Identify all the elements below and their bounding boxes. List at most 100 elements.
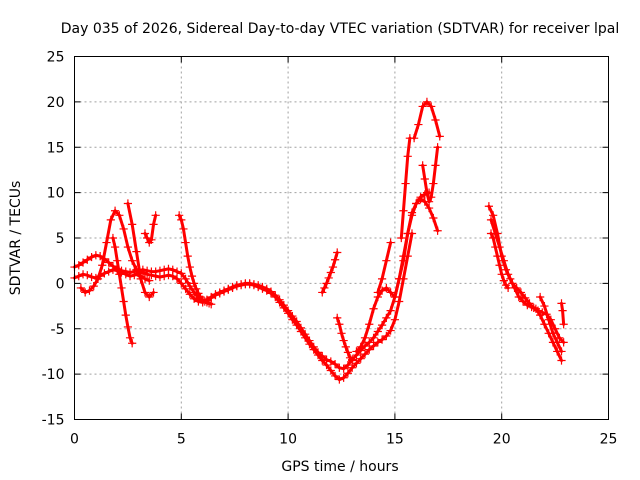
x-tick-label: 20 bbox=[493, 432, 511, 448]
x-tick-label: 25 bbox=[600, 432, 618, 448]
series-arc-4 bbox=[108, 233, 137, 348]
data-trace bbox=[406, 231, 414, 258]
data-trace bbox=[134, 250, 143, 281]
chart-title: Day 035 of 2026, Sidereal Day-to-day VTE… bbox=[61, 21, 619, 37]
data-trace bbox=[547, 318, 555, 335]
data-trace bbox=[207, 301, 213, 306]
data-trace bbox=[495, 254, 502, 267]
data-trace bbox=[122, 227, 130, 249]
series-arc-11 bbox=[373, 238, 395, 297]
data-trace bbox=[389, 295, 397, 313]
data-trace bbox=[130, 259, 138, 272]
y-tick-label: -5 bbox=[51, 322, 65, 338]
series-arc-7 bbox=[175, 211, 216, 309]
series-arc-13 bbox=[410, 97, 444, 143]
data-trace bbox=[553, 327, 561, 340]
data-trace bbox=[412, 123, 420, 140]
data-trace bbox=[119, 286, 126, 304]
data-trace bbox=[551, 331, 559, 344]
data-trace bbox=[105, 218, 113, 245]
data-trace bbox=[542, 322, 551, 335]
data-trace bbox=[117, 272, 123, 290]
x-tick-label: 5 bbox=[177, 432, 186, 448]
data-trace bbox=[147, 290, 156, 299]
data-trace bbox=[555, 349, 564, 363]
data-trace bbox=[406, 211, 414, 235]
data-trace bbox=[401, 182, 408, 213]
data-trace bbox=[401, 231, 410, 263]
data-trace bbox=[493, 245, 499, 258]
data-trace bbox=[333, 251, 339, 262]
y-tick-label: 15 bbox=[47, 140, 65, 156]
data-trace bbox=[491, 213, 499, 235]
data-trace bbox=[143, 277, 151, 283]
data-trace bbox=[117, 213, 126, 231]
data-trace bbox=[433, 118, 442, 138]
data-trace bbox=[431, 216, 440, 233]
data-trace bbox=[399, 209, 405, 240]
data-trace bbox=[359, 336, 367, 349]
y-tick-label: 25 bbox=[47, 50, 65, 66]
series-arc-5 bbox=[123, 199, 158, 302]
data-trace bbox=[139, 277, 147, 294]
data-trace bbox=[423, 177, 429, 195]
data-trace bbox=[363, 322, 371, 340]
data-trace bbox=[429, 104, 437, 122]
data-trace bbox=[124, 313, 130, 329]
data-points bbox=[70, 97, 568, 384]
data-trace bbox=[367, 307, 376, 326]
y-tick-label: 10 bbox=[47, 186, 65, 202]
data-trace bbox=[493, 231, 502, 249]
data-trace bbox=[410, 202, 418, 215]
data-trace bbox=[126, 202, 134, 226]
data-trace bbox=[538, 313, 546, 326]
x-tick-label: 0 bbox=[70, 432, 79, 448]
x-tick-label: 15 bbox=[386, 432, 404, 448]
data-trace bbox=[376, 277, 384, 294]
data-trace bbox=[431, 163, 437, 186]
grid bbox=[74, 56, 609, 420]
series-arc-19 bbox=[557, 299, 568, 329]
data-trace bbox=[557, 336, 566, 344]
data-trace bbox=[188, 265, 194, 278]
x-axis-label: GPS time / hours bbox=[281, 459, 398, 475]
data-trace bbox=[433, 145, 440, 167]
data-trace bbox=[404, 154, 410, 186]
data-trace bbox=[372, 295, 380, 311]
data-trace bbox=[186, 254, 192, 269]
data-trace bbox=[498, 263, 504, 276]
data-trace bbox=[538, 295, 546, 308]
y-tick-label: -15 bbox=[42, 413, 65, 429]
data-trace bbox=[489, 218, 497, 235]
data-trace bbox=[401, 254, 410, 281]
data-trace bbox=[100, 241, 109, 267]
data-trace bbox=[506, 272, 514, 285]
data-trace bbox=[152, 213, 158, 226]
data-trace bbox=[348, 356, 354, 363]
data-trace bbox=[122, 300, 128, 317]
y-tick-label: -10 bbox=[42, 367, 65, 383]
series-arc-2 bbox=[70, 229, 417, 384]
data-trace bbox=[179, 218, 185, 231]
data-trace bbox=[513, 286, 521, 299]
data-trace bbox=[561, 309, 566, 326]
data-trace bbox=[549, 318, 557, 331]
series-arc-12 bbox=[397, 134, 414, 243]
series-arc-6 bbox=[140, 211, 160, 247]
data-trace bbox=[555, 340, 564, 353]
data-trace bbox=[429, 182, 435, 199]
y-tick-label: 0 bbox=[56, 276, 65, 292]
data-trace bbox=[547, 331, 555, 344]
series-arc-17 bbox=[486, 229, 513, 293]
data-trace bbox=[502, 259, 510, 276]
series-arc-16 bbox=[486, 215, 568, 347]
data-trace bbox=[393, 277, 401, 299]
series-arc-10 bbox=[352, 188, 434, 356]
data-trace bbox=[427, 206, 435, 220]
data-trace bbox=[126, 245, 134, 263]
data-trace bbox=[128, 336, 134, 345]
data-trace bbox=[111, 236, 117, 249]
data-trace bbox=[113, 245, 119, 263]
data-trace bbox=[337, 322, 343, 335]
